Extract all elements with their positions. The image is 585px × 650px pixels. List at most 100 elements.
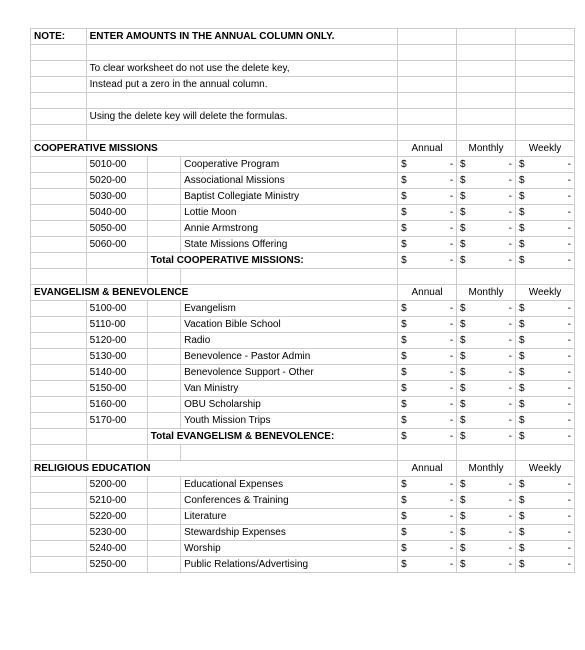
amount-annual[interactable]: $- (398, 509, 457, 525)
amount-annual[interactable]: $- (398, 477, 457, 493)
account-code: 5220-00 (86, 509, 147, 525)
account-code: 5240-00 (86, 541, 147, 557)
account-code: 5250-00 (86, 557, 147, 573)
total-weekly: $- (515, 253, 574, 269)
amount-monthly: $- (457, 541, 516, 557)
worksheet: NOTE: ENTER AMOUNTS IN THE ANNUAL COLUMN… (0, 0, 585, 583)
note-label: NOTE: (31, 29, 87, 45)
header-monthly: Monthly (457, 285, 516, 301)
amount-weekly: $- (515, 509, 574, 525)
account-name: State Missions Offering (181, 237, 398, 253)
empty-cell (515, 29, 574, 45)
account-code: 5060-00 (86, 237, 147, 253)
amount-annual[interactable]: $- (398, 173, 457, 189)
amount-annual[interactable]: $- (398, 557, 457, 573)
account-name: Radio (181, 333, 398, 349)
amount-annual[interactable]: $- (398, 397, 457, 413)
total-monthly: $- (457, 429, 516, 445)
amount-annual[interactable]: $- (398, 221, 457, 237)
account-name: Public Relations/Advertising (181, 557, 398, 573)
amount-monthly: $- (457, 189, 516, 205)
amount-monthly: $- (457, 173, 516, 189)
amount-annual[interactable]: $- (398, 333, 457, 349)
header-weekly: Weekly (515, 141, 574, 157)
amount-weekly: $- (515, 541, 574, 557)
amount-annual[interactable]: $- (398, 413, 457, 429)
amount-monthly: $- (457, 509, 516, 525)
table-row: 5050-00Annie Armstrong$-$-$- (31, 221, 575, 237)
amount-weekly: $- (515, 365, 574, 381)
amount-monthly: $- (457, 237, 516, 253)
total-row: Total EVANGELISM & BENEVOLENCE:$-$-$- (31, 429, 575, 445)
note-title: ENTER AMOUNTS IN THE ANNUAL COLUMN ONLY. (86, 29, 397, 45)
amount-annual[interactable]: $- (398, 525, 457, 541)
amount-annual[interactable]: $- (398, 301, 457, 317)
amount-monthly: $- (457, 317, 516, 333)
note-line3: Using the delete key will delete the for… (86, 109, 397, 125)
table-row: 5240-00Worship$-$-$- (31, 541, 575, 557)
account-name: Associational Missions (181, 173, 398, 189)
account-name: Lottie Moon (181, 205, 398, 221)
amount-weekly: $- (515, 221, 574, 237)
table-row: 5140-00Benevolence Support - Other$-$-$- (31, 365, 575, 381)
amount-annual[interactable]: $- (398, 381, 457, 397)
account-name: Benevolence Support - Other (181, 365, 398, 381)
amount-weekly: $- (515, 397, 574, 413)
header-weekly: Weekly (515, 285, 574, 301)
account-code: 5110-00 (86, 317, 147, 333)
header-annual: Annual (398, 461, 457, 477)
amount-annual[interactable]: $- (398, 493, 457, 509)
account-name: Worship (181, 541, 398, 557)
amount-annual[interactable]: $- (398, 541, 457, 557)
amount-weekly: $- (515, 381, 574, 397)
table-row: 5220-00Literature$-$-$- (31, 509, 575, 525)
amount-annual[interactable]: $- (398, 205, 457, 221)
section-title-coop: COOPERATIVE MISSIONS (31, 141, 398, 157)
amount-weekly: $- (515, 317, 574, 333)
amount-monthly: $- (457, 333, 516, 349)
total-label: Total EVANGELISM & BENEVOLENCE: (147, 429, 397, 445)
account-name: Stewardship Expenses (181, 525, 398, 541)
amount-annual[interactable]: $- (398, 157, 457, 173)
table-row: 5230-00Stewardship Expenses$-$-$- (31, 525, 575, 541)
header-monthly: Monthly (457, 141, 516, 157)
account-name: Evangelism (181, 301, 398, 317)
table-row: 5130-00Benevolence - Pastor Admin$-$-$- (31, 349, 575, 365)
header-annual: Annual (398, 285, 457, 301)
amount-monthly: $- (457, 157, 516, 173)
amount-monthly: $- (457, 557, 516, 573)
amount-weekly: $- (515, 477, 574, 493)
account-code: 5130-00 (86, 349, 147, 365)
amount-annual[interactable]: $- (398, 349, 457, 365)
table-row: 5110-00Vacation Bible School$-$-$- (31, 317, 575, 333)
table-row: 5250-00Public Relations/Advertising$-$-$… (31, 557, 575, 573)
amount-annual[interactable]: $- (398, 237, 457, 253)
table-row: 5120-00Radio$-$-$- (31, 333, 575, 349)
amount-weekly: $- (515, 413, 574, 429)
amount-weekly: $- (515, 333, 574, 349)
total-weekly: $- (515, 429, 574, 445)
budget-table: NOTE: ENTER AMOUNTS IN THE ANNUAL COLUMN… (30, 28, 575, 573)
note-line2: Instead put a zero in the annual column. (86, 77, 397, 93)
amount-weekly: $- (515, 189, 574, 205)
account-name: Literature (181, 509, 398, 525)
account-code: 5140-00 (86, 365, 147, 381)
amount-annual[interactable]: $- (398, 365, 457, 381)
account-code: 5020-00 (86, 173, 147, 189)
amount-monthly: $- (457, 493, 516, 509)
account-name: Annie Armstrong (181, 221, 398, 237)
amount-monthly: $- (457, 301, 516, 317)
account-code: 5100-00 (86, 301, 147, 317)
amount-weekly: $- (515, 557, 574, 573)
total-annual: $- (398, 429, 457, 445)
account-name: Vacation Bible School (181, 317, 398, 333)
section-title-evben: EVANGELISM & BENEVOLENCE (31, 285, 398, 301)
amount-annual[interactable]: $- (398, 317, 457, 333)
table-row: 5020-00Associational Missions$-$-$- (31, 173, 575, 189)
account-code: 5030-00 (86, 189, 147, 205)
amount-monthly: $- (457, 397, 516, 413)
account-name: Cooperative Program (181, 157, 398, 173)
amount-weekly: $- (515, 493, 574, 509)
account-name: Youth Mission Trips (181, 413, 398, 429)
amount-annual[interactable]: $- (398, 189, 457, 205)
